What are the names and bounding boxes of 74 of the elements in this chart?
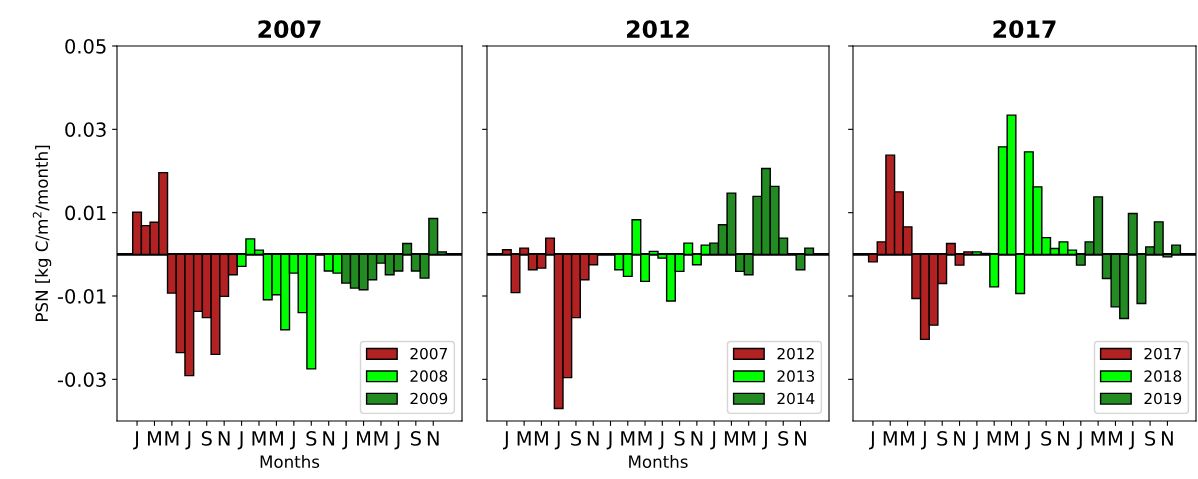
x-tick-label: S xyxy=(937,431,948,446)
x-tick-label: J xyxy=(502,431,508,450)
y-tick-label: 0.03 xyxy=(65,122,106,137)
x-tick-label: J xyxy=(289,431,295,450)
x-tick-label: S xyxy=(201,431,212,446)
x-tick-label: N xyxy=(427,431,439,446)
y-tick-label: 0.05 xyxy=(65,38,106,54)
x-tick-label: M xyxy=(252,431,266,446)
x-tick-label: M xyxy=(987,431,1001,446)
x-tick-label: N xyxy=(587,431,599,446)
x-tick-label: N xyxy=(954,431,965,446)
x-tick-label: M xyxy=(883,431,897,446)
x-tick-label: S xyxy=(1145,431,1156,446)
x-tick-label: N xyxy=(218,431,230,446)
x-axis-title: Months xyxy=(629,455,688,468)
x-tick-label: J xyxy=(869,431,874,450)
chart-title: 2007 xyxy=(258,20,321,38)
y-tick-label: -0.03 xyxy=(57,372,106,387)
x-tick-label: M xyxy=(374,431,388,446)
x-tick-label: M xyxy=(357,431,371,446)
x-tick-label: J xyxy=(1024,431,1030,450)
x-tick-label: M xyxy=(621,431,635,446)
legend-label: 2012 xyxy=(777,347,814,360)
y-tick-label: -0.01 xyxy=(57,288,106,304)
legend-label: 2009 xyxy=(410,392,448,405)
x-tick-label: M xyxy=(638,431,652,446)
x-tick-label: S xyxy=(410,431,421,446)
x-axis-title: Months xyxy=(260,455,320,468)
legend-label: 2018 xyxy=(1144,370,1182,382)
legend-label: 2008 xyxy=(410,370,448,382)
x-tick-label: J xyxy=(185,431,191,450)
chart-title: 2012 xyxy=(627,20,689,38)
x-tick-label: M xyxy=(1091,431,1105,446)
x-tick-label: J xyxy=(606,431,612,450)
x-tick-label: N xyxy=(1162,431,1173,446)
x-tick-label: M xyxy=(901,431,915,446)
x-tick-label: S xyxy=(571,431,582,446)
x-tick-label: M xyxy=(165,431,179,446)
x-tick-label: J xyxy=(394,431,400,450)
x-tick-label: S xyxy=(778,431,789,446)
chart-title: 2017 xyxy=(993,20,1056,38)
x-tick-label: J xyxy=(658,431,664,450)
x-tick-label: J xyxy=(1076,431,1082,450)
x-tick-label: S xyxy=(1041,431,1052,446)
legend-label: 2017 xyxy=(1144,347,1181,360)
y-tick-label: 0.01 xyxy=(65,205,106,221)
x-tick-label: N xyxy=(1058,431,1069,446)
x-tick-label: M xyxy=(742,431,756,446)
x-tick-label: M xyxy=(147,431,161,446)
x-tick-label: J xyxy=(972,431,978,450)
x-tick-label: N xyxy=(323,431,335,446)
x-tick-label: M xyxy=(1005,431,1018,446)
x-tick-label: N xyxy=(691,431,703,446)
x-tick-label: J xyxy=(1128,431,1134,450)
x-tick-label: J xyxy=(342,431,348,450)
x-tick-label: J xyxy=(133,431,138,450)
legend-label: 2007 xyxy=(410,347,447,360)
x-tick-label: J xyxy=(762,431,767,450)
x-tick-label: S xyxy=(674,431,685,446)
x-tick-label: M xyxy=(269,431,283,446)
legend-label: 2019 xyxy=(1144,392,1182,405)
x-tick-label: M xyxy=(517,431,531,446)
x-tick-label: J xyxy=(710,431,716,450)
x-tick-label: M xyxy=(534,431,548,446)
x-tick-label: J xyxy=(237,431,243,450)
x-tick-label: M xyxy=(1108,431,1122,446)
x-tick-label: S xyxy=(306,431,317,446)
x-tick-label: J xyxy=(921,431,926,450)
y-axis-title: PSN [kg C/m$^{2}$/month] xyxy=(32,145,52,321)
x-tick-label: M xyxy=(724,431,738,446)
x-tick-label: N xyxy=(795,431,806,446)
legend-label: 2013 xyxy=(777,370,815,382)
legend-label: 2014 xyxy=(777,392,815,405)
x-tick-label: J xyxy=(554,431,560,450)
